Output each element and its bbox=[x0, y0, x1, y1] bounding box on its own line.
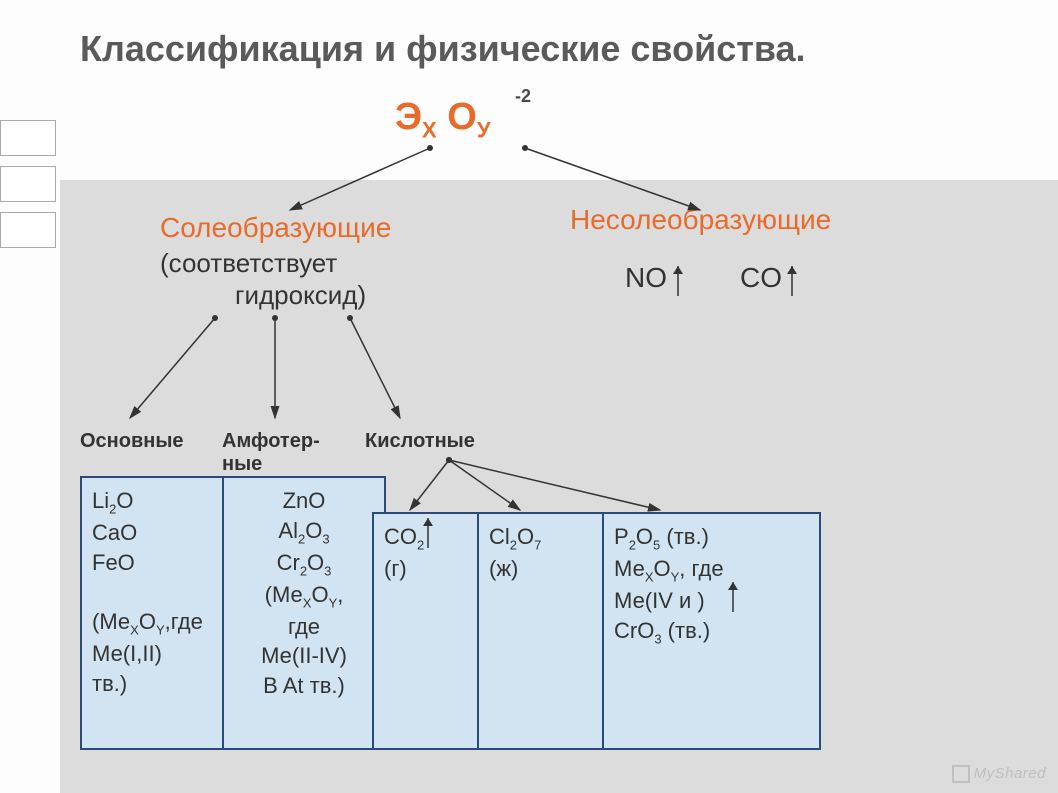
box-acidic-solid: P2O5 (тв.)МеXОY, где Ме(IV и )CrO3 (тв.) bbox=[602, 512, 821, 750]
box-acidic-liquid: Cl2O7(ж) bbox=[477, 512, 616, 750]
subtype-acidic: Кислотные bbox=[365, 430, 475, 453]
root-formula: ЭX ОУ -2 bbox=[395, 96, 491, 144]
salt-forming-sub1: (соответствует bbox=[160, 248, 337, 279]
formula-e: Э bbox=[395, 96, 422, 138]
tab-placeholder bbox=[0, 166, 56, 202]
formula-y: У bbox=[477, 118, 491, 143]
tab-placeholder bbox=[0, 212, 56, 248]
subtype-basic: Основные bbox=[80, 430, 184, 453]
salt-forming-sub2: гидроксид) bbox=[235, 280, 366, 311]
formula-o: О bbox=[447, 96, 477, 138]
tab-placeholder bbox=[0, 120, 56, 156]
slide-title: Классификация и физические свойства. bbox=[80, 28, 806, 70]
non-salt-forming-label: Несолеобразующие bbox=[570, 204, 831, 236]
watermark: MyShared bbox=[952, 765, 1046, 783]
box-amphoteric: ZnOAl2O3Cr2O3(МеXОY,гдеМе(II-IV)B At тв.… bbox=[222, 476, 386, 750]
salt-forming-label: Солеобразующие bbox=[160, 212, 391, 244]
formula-charge: -2 bbox=[515, 86, 531, 107]
box-acidic-gas: CO2(г) bbox=[372, 512, 491, 750]
subtype-amphoteric: Амфотер- ные bbox=[222, 430, 320, 476]
nonsalt-ex-1: CO bbox=[740, 262, 782, 294]
box-basic: Li2OCaOFeO (МеXОY,где Ме(I,II)тв.) bbox=[80, 476, 239, 750]
formula-x: X bbox=[422, 118, 437, 143]
left-tab-strip bbox=[0, 120, 56, 258]
nonsalt-ex-0: NO bbox=[625, 262, 667, 294]
watermark-text: MyShared bbox=[974, 765, 1046, 782]
